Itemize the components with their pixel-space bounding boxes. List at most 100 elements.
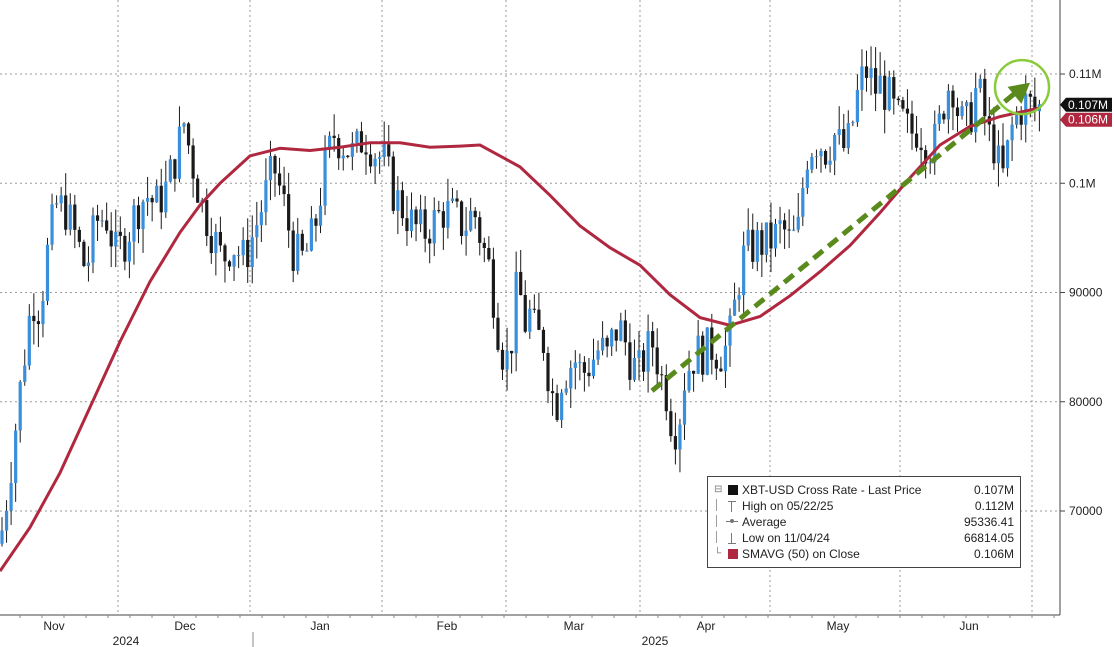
candle — [783, 213, 787, 249]
candle — [746, 208, 750, 252]
candle — [155, 179, 159, 203]
candle — [405, 196, 409, 246]
candle — [4, 500, 9, 543]
y-tick-label: 0.1M — [1069, 176, 1096, 190]
legend-value: 0.106M — [973, 547, 1014, 561]
candle — [837, 106, 841, 145]
legend-label: Average — [742, 515, 787, 529]
candle — [1033, 77, 1037, 122]
candle — [9, 461, 13, 525]
candle — [446, 178, 450, 239]
candle — [146, 176, 150, 216]
candlestick-series — [0, 46, 1041, 547]
legend-square-icon — [728, 485, 738, 495]
candle — [887, 70, 891, 112]
candle — [878, 52, 882, 94]
candle — [59, 186, 63, 212]
candle — [491, 247, 495, 329]
candle — [282, 166, 286, 207]
candle — [73, 194, 77, 249]
candle — [710, 313, 714, 375]
candle — [141, 199, 145, 253]
candle — [855, 74, 859, 127]
candle — [914, 115, 919, 152]
candle — [291, 221, 295, 283]
candle — [241, 227, 245, 266]
candle — [505, 327, 509, 391]
candle — [455, 190, 459, 208]
candle — [419, 194, 423, 233]
candle — [127, 232, 131, 279]
candle — [482, 237, 486, 263]
candle — [309, 206, 313, 252]
candle — [541, 326, 546, 361]
candle — [168, 155, 172, 183]
candle — [946, 84, 950, 134]
candle — [778, 206, 782, 244]
candle — [864, 50, 869, 92]
candle — [259, 200, 263, 243]
candle — [82, 239, 86, 268]
candle — [628, 323, 632, 391]
candle — [77, 226, 81, 248]
candle — [464, 207, 468, 256]
candle — [432, 197, 436, 257]
candle — [287, 172, 291, 248]
candle — [996, 130, 1001, 187]
x-tick-label: Feb — [437, 619, 458, 633]
candle — [910, 100, 914, 150]
candle — [737, 287, 741, 312]
candle — [578, 353, 582, 381]
candle — [478, 211, 482, 256]
candle — [337, 134, 341, 170]
candle — [573, 350, 577, 390]
candle — [364, 134, 368, 175]
candle — [992, 106, 996, 170]
candle — [692, 370, 696, 392]
candle — [569, 360, 573, 409]
candle — [0, 517, 4, 547]
candle — [728, 308, 732, 367]
candle — [673, 412, 677, 465]
price-tag-label: 0.107M — [1068, 98, 1108, 112]
candle — [305, 243, 309, 252]
candle — [50, 193, 54, 251]
candle — [978, 74, 982, 93]
candle — [587, 357, 591, 387]
candle — [983, 68, 987, 136]
candle — [91, 207, 95, 274]
candle — [965, 100, 969, 126]
legend-label: XBT-USD Cross Rate - Last Price — [742, 483, 922, 497]
legend-row-last-price: ⊟ XBT-USD Cross Rate - Last Price 0.107M — [714, 483, 1014, 497]
candle — [109, 212, 113, 268]
candle — [614, 329, 618, 352]
candle — [696, 319, 700, 374]
candle — [823, 149, 828, 169]
candle — [186, 121, 191, 154]
candle — [951, 85, 955, 131]
candle — [114, 209, 118, 268]
y-tick-label: 80000 — [1069, 395, 1103, 409]
candle — [355, 128, 359, 153]
candle — [623, 309, 627, 356]
candle — [341, 145, 345, 171]
candle — [123, 228, 127, 271]
candle — [514, 251, 518, 372]
candle — [277, 157, 282, 195]
candle — [232, 254, 236, 282]
candle — [851, 120, 855, 127]
candle — [273, 154, 277, 197]
candle — [55, 195, 59, 209]
year-label: 2024 — [113, 634, 140, 647]
x-tick-label: Apr — [697, 619, 716, 633]
candle — [846, 110, 850, 154]
candle — [1037, 99, 1041, 132]
candle — [350, 132, 354, 171]
low-marker-icon — [728, 533, 736, 544]
candle — [45, 237, 50, 306]
candle — [828, 146, 832, 173]
candle — [960, 100, 964, 120]
x-tick-label: Dec — [174, 619, 195, 633]
candle — [391, 151, 395, 215]
